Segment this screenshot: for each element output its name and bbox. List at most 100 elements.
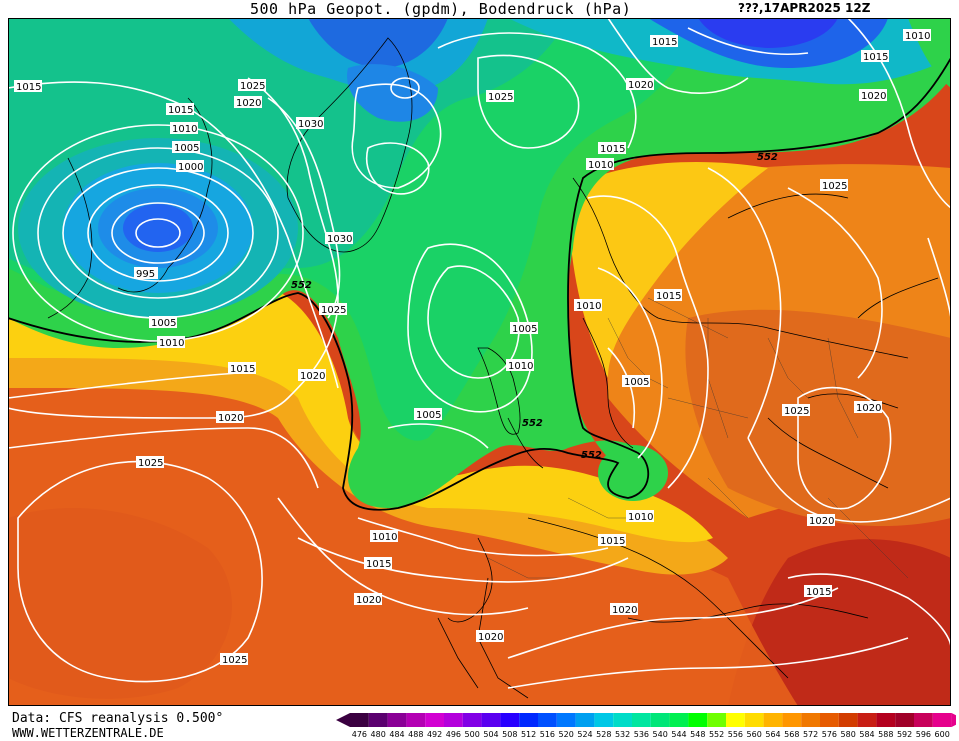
isobar-label: 1010 bbox=[370, 530, 398, 543]
isobar-label: 1025 bbox=[319, 303, 347, 316]
contour-552-label: 552 bbox=[757, 152, 778, 163]
isobar-label: 1020 bbox=[298, 369, 326, 382]
legend-swatch bbox=[500, 713, 520, 727]
isobar-label: 1015 bbox=[228, 362, 256, 375]
isobar-label: 1010 bbox=[574, 299, 602, 312]
legend-tick-label: 476 bbox=[351, 730, 368, 739]
isobar-label: 1020 bbox=[216, 411, 244, 424]
legend-tick-label: 548 bbox=[690, 730, 706, 739]
svg-text:1020: 1020 bbox=[300, 371, 325, 382]
contour-552 bbox=[8, 57, 951, 511]
data-source: Data: CFS reanalysis 0.500° bbox=[12, 711, 224, 726]
isobar-label: 1025 bbox=[782, 404, 810, 417]
legend-tick-label: 536 bbox=[633, 730, 650, 739]
legend-tick-label: 556 bbox=[727, 730, 744, 739]
legend-tick-label: 588 bbox=[878, 730, 894, 739]
legend-tick-label: 512 bbox=[520, 730, 537, 739]
svg-text:1025: 1025 bbox=[321, 305, 346, 316]
svg-text:1025: 1025 bbox=[488, 92, 513, 103]
isobar-label: 1025 bbox=[820, 179, 848, 192]
isobar-label: 1010 bbox=[157, 336, 185, 349]
legend-swatch bbox=[932, 713, 952, 727]
isobar-labels: 1015 1025 1020 1030 1015 1010 1005 1000 … bbox=[14, 29, 931, 666]
svg-text:1015: 1015 bbox=[600, 536, 625, 547]
svg-text:1010: 1010 bbox=[628, 512, 653, 523]
legend-swatch bbox=[519, 713, 538, 727]
isobar-label: 1020 bbox=[354, 593, 382, 606]
legend-swatch bbox=[707, 713, 726, 727]
legend-swatch bbox=[481, 713, 501, 727]
isobar-label: 1010 bbox=[586, 158, 614, 171]
field-blue-arctic bbox=[308, 18, 448, 69]
legend-tick-label: 576 bbox=[821, 730, 838, 739]
svg-text:1015: 1015 bbox=[600, 144, 625, 155]
legend-swatch bbox=[406, 713, 426, 727]
isobar-label: 1030 bbox=[325, 232, 353, 245]
legend-swatch bbox=[350, 713, 369, 727]
field-cyclone-core bbox=[123, 204, 193, 252]
svg-text:1025: 1025 bbox=[222, 655, 247, 666]
svg-text:995: 995 bbox=[136, 269, 155, 280]
isobar-label: 1010 bbox=[506, 359, 534, 372]
legend-swatch bbox=[650, 713, 670, 727]
svg-text:1005: 1005 bbox=[174, 143, 199, 154]
isobar-label: 1015 bbox=[598, 142, 626, 155]
legend-tick-label: 504 bbox=[483, 730, 499, 739]
legend-tick-label: 488 bbox=[408, 730, 424, 739]
isobar-label: 1010 bbox=[903, 29, 931, 42]
legend-tick-label: 600 bbox=[934, 730, 950, 739]
legend-swatch bbox=[387, 713, 407, 727]
field-yellow bbox=[8, 288, 713, 543]
legend-tick-label: 544 bbox=[671, 730, 687, 739]
color-scale-labels: 476 480 484 488 492 496 500 504 508 512 516 520 524 5… bbox=[342, 730, 950, 741]
isobar-label: 1020 bbox=[859, 89, 887, 102]
isobar-label: 1020 bbox=[626, 78, 654, 91]
isobar-label: 1020 bbox=[807, 514, 835, 527]
isobar-label: 1005 bbox=[622, 375, 650, 388]
isobar-label: 1010 bbox=[626, 510, 654, 523]
legend-swatch bbox=[688, 713, 708, 727]
svg-text:1005: 1005 bbox=[624, 377, 649, 388]
legend-swatch bbox=[857, 713, 877, 727]
isobar-label: 1030 bbox=[296, 117, 324, 130]
legend-tick-label: 508 bbox=[502, 730, 518, 739]
legend-tick-label: 492 bbox=[426, 730, 443, 739]
isobar-label: 1015 bbox=[166, 103, 194, 116]
legend-swatch bbox=[744, 713, 764, 727]
legend-swatch bbox=[669, 713, 689, 727]
svg-text:1020: 1020 bbox=[236, 98, 261, 109]
svg-text:1025: 1025 bbox=[240, 81, 265, 92]
isobar-label: 1015 bbox=[804, 585, 832, 598]
isobar-label: 995 bbox=[134, 267, 158, 280]
contour-552-label: 552 bbox=[522, 418, 543, 429]
isobar-label: 1005 bbox=[414, 408, 442, 421]
isobar-label: 1015 bbox=[654, 289, 682, 302]
legend-swatch bbox=[462, 713, 482, 727]
isobar-label: 1025 bbox=[136, 456, 164, 469]
legend-tick-label: 532 bbox=[614, 730, 631, 739]
isobar-label: 1020 bbox=[234, 96, 262, 109]
svg-text:1010: 1010 bbox=[172, 124, 197, 135]
isobar-label: 1010 bbox=[170, 122, 198, 135]
isobar-label: 1020 bbox=[854, 401, 882, 414]
legend-tick-label: 560 bbox=[746, 730, 762, 739]
legend-swatch bbox=[726, 713, 745, 727]
isobar-label: 1005 bbox=[510, 322, 538, 335]
map-title: 500 hPa Geopot. (gpdm), Bodendruck (hPa) bbox=[250, 0, 632, 18]
isobars bbox=[8, 18, 951, 689]
legend-swatch bbox=[613, 713, 632, 727]
svg-text:1010: 1010 bbox=[372, 532, 397, 543]
svg-text:1015: 1015 bbox=[230, 364, 255, 375]
legend-arrow-right bbox=[951, 713, 956, 727]
svg-text:1000: 1000 bbox=[178, 162, 203, 173]
legend-swatch bbox=[632, 713, 651, 727]
legend-tick-label: 596 bbox=[915, 730, 932, 739]
legend-arrow-left bbox=[336, 713, 350, 727]
svg-text:1025: 1025 bbox=[138, 458, 163, 469]
legend-tick-label: 592 bbox=[896, 730, 913, 739]
svg-text:1020: 1020 bbox=[612, 605, 637, 616]
svg-text:1010: 1010 bbox=[508, 361, 533, 372]
isobar-label: 1015 bbox=[364, 557, 392, 570]
legend-swatch bbox=[782, 713, 802, 727]
legend-tick-label: 564 bbox=[765, 730, 781, 739]
